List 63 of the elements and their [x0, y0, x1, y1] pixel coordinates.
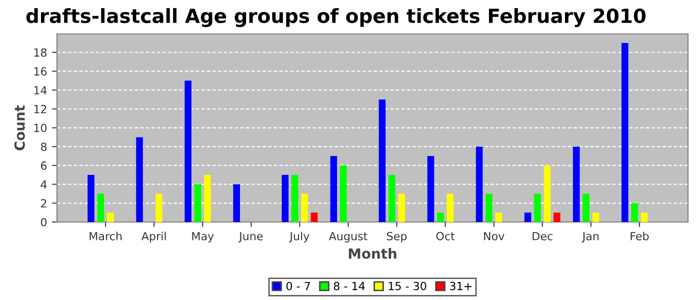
bar — [136, 137, 143, 222]
bar — [310, 212, 318, 222]
bar — [388, 174, 396, 222]
bar — [640, 212, 648, 222]
x-tick-label: March — [90, 232, 122, 240]
bar — [156, 194, 162, 222]
legend-label: 0 - 7 — [286, 282, 310, 290]
bar — [486, 194, 492, 222]
bar — [330, 156, 338, 222]
bar — [592, 212, 600, 222]
bar — [378, 99, 386, 222]
bar — [631, 203, 638, 222]
x-tick-label: April — [141, 232, 166, 242]
bar — [282, 174, 289, 222]
legend-label: 8 - 14 — [334, 282, 365, 290]
bar — [291, 174, 298, 222]
y-tick-label: 14 — [34, 86, 47, 94]
legend-label: 15 - 30 — [388, 282, 426, 290]
bar — [582, 194, 590, 222]
bar — [427, 156, 434, 222]
bar — [476, 146, 483, 222]
chart-title: drafts-lastcall Age groups of open tickets February 2010 — [26, 8, 646, 28]
y-tick-label: 16 — [34, 67, 47, 76]
y-tick-label: 12 — [34, 104, 46, 114]
y-tick-label: 18 — [34, 48, 47, 57]
x-tick-label: Sep — [387, 232, 407, 242]
bar — [88, 174, 94, 222]
x-tick-label: Dec — [532, 232, 552, 240]
y-tick-label: 6 — [40, 161, 47, 170]
x-tick-label: August — [328, 232, 368, 242]
y-tick-label: 4 — [40, 180, 47, 189]
bar — [184, 80, 192, 222]
bar — [340, 165, 347, 222]
bar — [398, 194, 406, 222]
bar — [437, 212, 444, 222]
bar — [544, 165, 551, 222]
legend-label: 31+ — [450, 282, 472, 290]
x-tick-label: Feb — [630, 232, 649, 240]
bar — [534, 194, 541, 222]
bar — [97, 194, 104, 222]
bar — [524, 212, 532, 222]
y-tick-label: 2 — [41, 199, 46, 208]
bar — [446, 194, 454, 222]
bar — [622, 42, 628, 222]
bar — [572, 146, 580, 222]
bar — [495, 212, 502, 222]
bar — [301, 194, 308, 222]
bar — [194, 184, 202, 222]
bar — [554, 212, 560, 222]
x-tick-label: Nov — [484, 232, 504, 240]
x-tick-label: June — [238, 232, 263, 242]
y-tick-label: 0 — [40, 218, 47, 226]
y-axis-title: Count — [14, 105, 25, 150]
y-tick-label: 10 — [34, 124, 47, 132]
x-tick-label: Jan — [582, 232, 599, 242]
x-tick-label: May — [192, 232, 214, 242]
x-axis-title: Month — [348, 248, 396, 259]
bar — [204, 174, 211, 222]
bar — [233, 184, 240, 222]
x-tick-label: Oct — [436, 232, 455, 240]
x-tick-label: July — [289, 232, 310, 242]
y-tick-label: 8 — [40, 142, 47, 151]
bar — [106, 212, 114, 222]
